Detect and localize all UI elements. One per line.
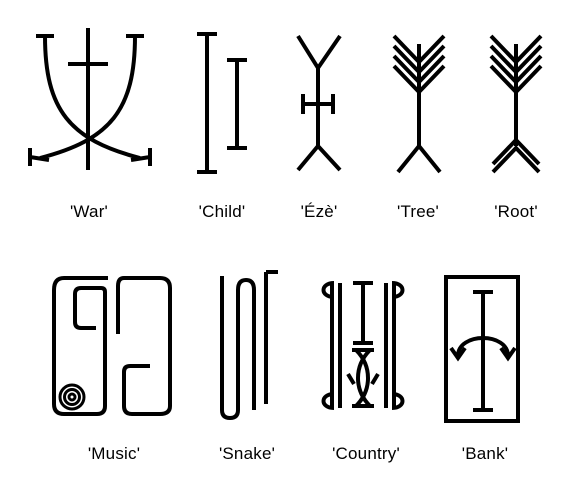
tree-symbol [392, 34, 446, 174]
caption-music: 'Music' [87, 444, 141, 463]
war-symbol [28, 28, 152, 170]
caption-root: 'Root' [494, 202, 538, 221]
caption-country: 'Country' [332, 444, 400, 463]
bank-symbol [444, 275, 520, 423]
caption-snake: 'Snake' [218, 444, 276, 463]
snake-symbol [220, 270, 278, 421]
caption-tree: 'Tree' [396, 202, 440, 221]
caption-bank: 'Bank' [461, 444, 509, 463]
music-symbol [52, 276, 172, 416]
caption-war: 'War' [69, 202, 109, 221]
caption-child: 'Child' [198, 202, 246, 221]
country-symbol [321, 281, 405, 410]
caption-eze: 'Ézè' [300, 202, 338, 221]
child-symbol [197, 32, 247, 174]
root-symbol [489, 34, 543, 174]
eze-symbol [296, 34, 342, 172]
